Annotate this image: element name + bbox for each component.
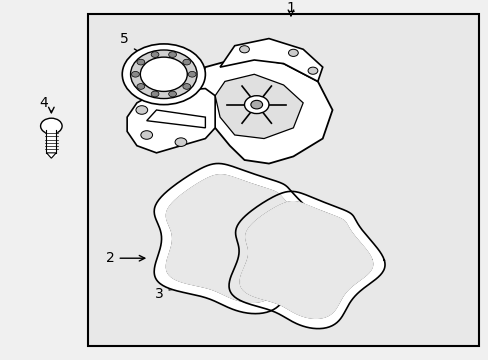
Text: 2: 2: [105, 251, 114, 265]
Circle shape: [122, 44, 205, 105]
Circle shape: [136, 106, 147, 114]
Polygon shape: [228, 192, 384, 329]
Circle shape: [168, 52, 176, 58]
Text: 4: 4: [40, 96, 48, 110]
Circle shape: [239, 46, 249, 53]
Circle shape: [137, 59, 144, 65]
Circle shape: [250, 100, 262, 109]
Circle shape: [288, 49, 298, 57]
Circle shape: [183, 84, 190, 89]
FancyBboxPatch shape: [88, 14, 478, 346]
Circle shape: [131, 71, 139, 77]
Polygon shape: [146, 110, 205, 128]
Text: 3: 3: [154, 287, 163, 301]
Polygon shape: [215, 74, 303, 139]
Polygon shape: [240, 202, 372, 318]
Polygon shape: [195, 57, 332, 163]
Text: 1: 1: [286, 1, 295, 15]
Polygon shape: [220, 39, 322, 81]
Circle shape: [188, 71, 196, 77]
Text: 5: 5: [120, 32, 129, 46]
Circle shape: [130, 50, 197, 99]
Circle shape: [307, 67, 317, 74]
Polygon shape: [154, 163, 327, 314]
Polygon shape: [166, 175, 313, 302]
Circle shape: [137, 84, 144, 89]
Circle shape: [151, 52, 159, 58]
Circle shape: [168, 91, 176, 97]
Polygon shape: [46, 153, 56, 158]
Circle shape: [41, 118, 62, 134]
Circle shape: [141, 131, 152, 139]
Circle shape: [140, 57, 187, 91]
Circle shape: [244, 96, 268, 113]
Circle shape: [151, 91, 159, 97]
Polygon shape: [127, 89, 215, 153]
Circle shape: [175, 138, 186, 147]
Circle shape: [183, 59, 190, 65]
